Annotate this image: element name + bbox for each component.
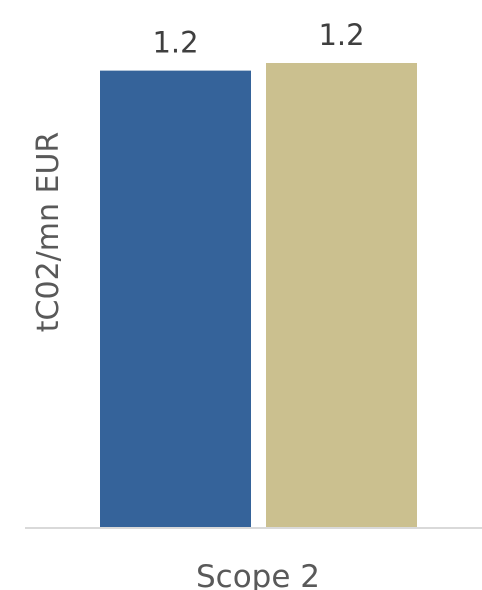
data-label-series-2: 1.2 [318, 18, 364, 52]
bars-group [100, 63, 417, 528]
bar-series-1 [100, 70, 251, 528]
bar-series-2 [266, 63, 417, 528]
y-axis-title: tC02/mn EUR [31, 132, 66, 333]
x-tick-label: Scope 2 [196, 559, 320, 590]
data-label-series-1: 1.2 [152, 26, 198, 60]
data-labels-group: 1.2 1.2 [152, 18, 364, 60]
